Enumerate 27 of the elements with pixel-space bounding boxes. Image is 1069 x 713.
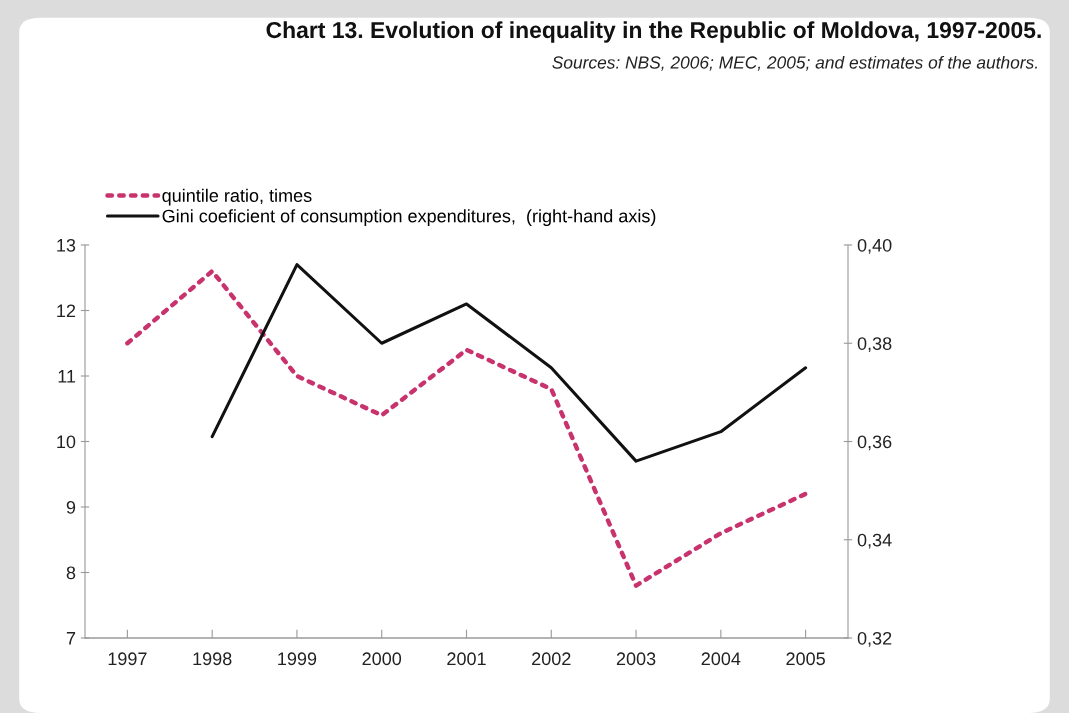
chart-subtitle: Sources: NBS, 2006; MEC, 2005; and estimates of the authors.	[552, 55, 1037, 71]
legend-label: Gini coeficient of consumption expenditures, (right-hand axis)	[162, 209, 656, 226]
y-tick-label: 9	[66, 500, 76, 514]
line-series	[210, 263, 808, 463]
y-tick-label: 11	[58, 370, 76, 383]
y2-tick-label: 0,40	[857, 238, 892, 254]
y-tick-label: 12	[57, 304, 76, 318]
x-tick-label: 2002	[532, 652, 571, 666]
x-tick-label: 1999	[278, 652, 317, 666]
x-tick-label: 2001	[447, 652, 486, 666]
y-tick-label: 8	[66, 566, 76, 580]
x-tick-label: 1998	[193, 652, 232, 666]
x-tick-label: 1997	[108, 652, 147, 666]
y2-tick-label: 0,36	[857, 435, 892, 451]
y2-tick-label: 0,38	[857, 337, 892, 353]
x-tick-label: 2000	[362, 652, 402, 666]
y2-tick-label: 0,34	[857, 533, 892, 549]
chart-title: Chart 13. Evolution of inequality in the Republic of Moldova, 1997-2005.	[266, 21, 1041, 43]
y-tick-label: 7	[66, 632, 76, 645]
x-tick-label: 2003	[616, 652, 656, 666]
x-tick-label: 2005	[786, 652, 825, 666]
legend-label: quintile ratio, times	[162, 188, 312, 206]
y2-tick-label: 0,32	[857, 631, 892, 647]
line-series	[125, 268, 808, 588]
x-tick-label: 2004	[701, 652, 741, 666]
y-tick-label: 10	[57, 435, 76, 449]
y-tick-label: 13	[57, 238, 76, 252]
